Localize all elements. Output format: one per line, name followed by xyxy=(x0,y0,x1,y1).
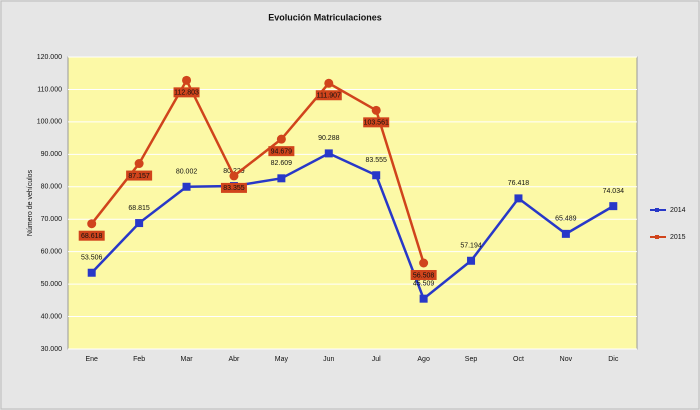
y-tick-label: 80.000 xyxy=(41,184,63,191)
series-line xyxy=(90,77,425,264)
data-label: 103.561 xyxy=(364,120,389,127)
point-marker xyxy=(419,258,429,268)
data-label: 68.815 xyxy=(128,205,150,212)
data-label-box xyxy=(220,182,247,193)
y-tick-label: 30.000 xyxy=(41,346,63,353)
data-label: 83.555 xyxy=(365,157,387,164)
y-tick-label: 120.000 xyxy=(37,54,62,61)
x-tick-label: Ago xyxy=(417,356,430,363)
data-label: 80.229 xyxy=(223,168,245,175)
point-marker xyxy=(135,219,144,228)
data-label-box xyxy=(268,146,295,157)
point-marker xyxy=(467,256,476,265)
x-tick-label: Sep xyxy=(465,356,478,363)
legend-marker xyxy=(655,235,659,239)
data-label: 45.509 xyxy=(413,281,435,288)
x-tick-label: Jul xyxy=(372,356,381,363)
data-label: 94.679 xyxy=(271,148,293,155)
data-label: 68.618 xyxy=(81,233,103,240)
data-label-box xyxy=(315,90,342,101)
y-tick-label: 90.000 xyxy=(41,151,63,158)
x-tick-label: Jun xyxy=(323,356,334,363)
point-marker xyxy=(371,105,381,115)
y-tick-label: 100.000 xyxy=(37,119,62,126)
x-tick-label: Mar xyxy=(181,356,194,363)
data-label: 74.034 xyxy=(603,188,625,195)
point-marker xyxy=(419,294,428,303)
y-tick-label: 60.000 xyxy=(41,249,63,256)
legend-label: 2014 xyxy=(670,207,686,214)
x-tick-label: Oct xyxy=(513,356,524,363)
data-label: 90.288 xyxy=(318,135,340,142)
plot-area xyxy=(67,56,638,350)
legend-label: 2015 xyxy=(670,234,686,241)
x-tick-label: Feb xyxy=(133,356,145,363)
y-tick-label: 50.000 xyxy=(41,281,63,288)
point-marker xyxy=(276,134,286,144)
x-tick-label: Ene xyxy=(85,356,98,363)
data-label: 76.418 xyxy=(508,180,530,187)
y-axis-label: Número de vehículos xyxy=(27,169,34,236)
x-tick-label: May xyxy=(275,356,289,363)
data-label: 65.489 xyxy=(555,216,577,223)
x-tick-label: Dic xyxy=(608,356,619,363)
point-marker xyxy=(514,194,523,203)
data-label: 56.508 xyxy=(413,272,435,279)
y-tick-label: 40.000 xyxy=(41,313,63,320)
data-label: 83.355 xyxy=(223,185,245,192)
x-tick-label: Abr xyxy=(229,356,241,363)
chart-title: Evolución Matriculaciones xyxy=(268,12,382,22)
data-label-box xyxy=(173,87,200,98)
point-marker xyxy=(609,202,618,211)
legend-marker xyxy=(655,208,659,212)
point-marker xyxy=(277,174,286,183)
point-marker xyxy=(182,182,191,191)
point-marker xyxy=(324,149,333,158)
point-marker xyxy=(324,78,334,88)
data-label-box xyxy=(410,269,437,280)
point-marker xyxy=(561,229,570,238)
data-label: 111.907 xyxy=(317,93,341,100)
point-marker xyxy=(87,219,97,229)
point-marker xyxy=(182,75,192,85)
y-tick-label: 110.000 xyxy=(37,86,62,93)
data-label: 82.609 xyxy=(271,160,293,167)
y-tick-label: 70.000 xyxy=(41,216,63,223)
data-label-box xyxy=(78,230,105,241)
data-label: 53.506 xyxy=(81,255,103,262)
data-label: 57.194 xyxy=(460,243,482,250)
point-marker xyxy=(134,159,144,169)
x-tick-label: Nov xyxy=(560,356,573,363)
data-label-box xyxy=(363,117,390,128)
data-label: 80.002 xyxy=(176,169,198,176)
data-label: 112.803 xyxy=(174,90,199,97)
data-label-box xyxy=(126,170,153,181)
point-marker xyxy=(229,171,239,181)
point-marker xyxy=(372,171,381,180)
series-line xyxy=(90,152,614,301)
data-label: 87.157 xyxy=(128,173,150,180)
point-marker xyxy=(87,268,96,277)
